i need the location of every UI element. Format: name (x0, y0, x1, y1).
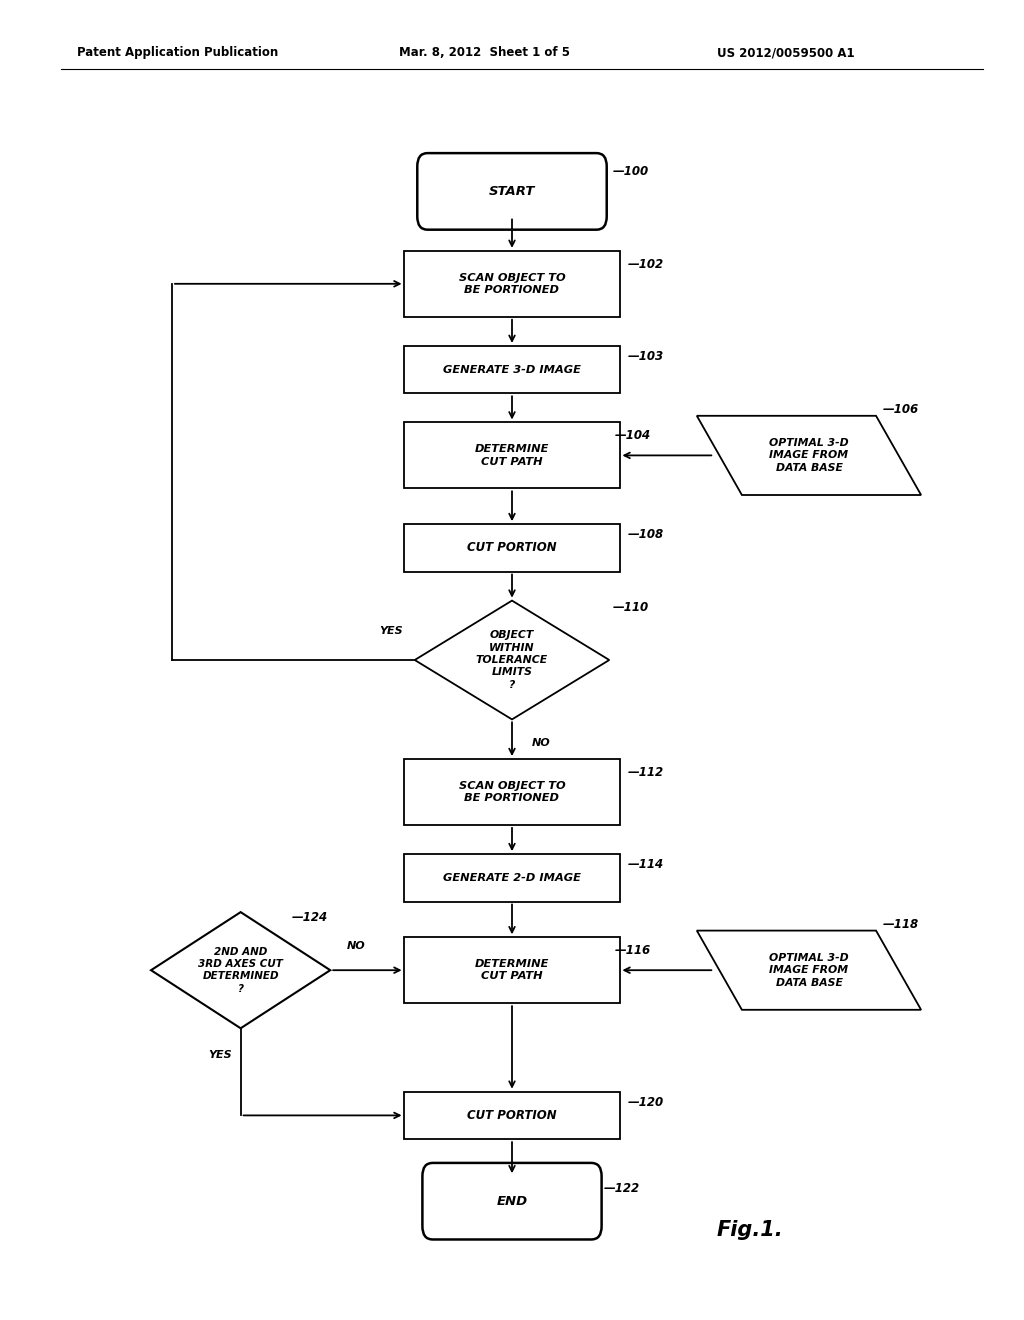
Text: —104: —104 (614, 429, 650, 442)
Text: START: START (488, 185, 536, 198)
Text: SCAN OBJECT TO
BE PORTIONED: SCAN OBJECT TO BE PORTIONED (459, 781, 565, 803)
Polygon shape (152, 912, 330, 1028)
FancyBboxPatch shape (404, 422, 620, 488)
Text: END: END (497, 1195, 527, 1208)
FancyBboxPatch shape (404, 937, 620, 1003)
FancyBboxPatch shape (418, 153, 606, 230)
Text: 2ND AND
3RD AXES CUT
DETERMINED
?: 2ND AND 3RD AXES CUT DETERMINED ? (199, 946, 283, 994)
Text: —118: —118 (883, 917, 919, 931)
FancyBboxPatch shape (422, 1163, 601, 1239)
Text: YES: YES (208, 1049, 232, 1060)
Text: —106: —106 (883, 403, 919, 416)
Text: —124: —124 (292, 911, 328, 924)
Text: YES: YES (379, 626, 402, 636)
Polygon shape (696, 931, 922, 1010)
Text: CUT PORTION: CUT PORTION (467, 1109, 557, 1122)
Text: DETERMINE
CUT PATH: DETERMINE CUT PATH (475, 445, 549, 466)
Text: —116: —116 (614, 944, 650, 957)
Text: GENERATE 3-D IMAGE: GENERATE 3-D IMAGE (443, 364, 581, 375)
Text: NO: NO (531, 738, 550, 748)
Text: Mar. 8, 2012  Sheet 1 of 5: Mar. 8, 2012 Sheet 1 of 5 (399, 46, 570, 59)
Text: CUT PORTION: CUT PORTION (467, 541, 557, 554)
Text: —110: —110 (612, 601, 648, 614)
Text: NO: NO (346, 941, 366, 952)
Text: DETERMINE
CUT PATH: DETERMINE CUT PATH (475, 960, 549, 981)
Text: OBJECT
WITHIN
TOLERANCE
LIMITS
?: OBJECT WITHIN TOLERANCE LIMITS ? (476, 630, 548, 690)
Text: —112: —112 (628, 766, 664, 779)
Text: —120: —120 (628, 1096, 664, 1109)
Text: —103: —103 (628, 350, 664, 363)
Text: GENERATE 2-D IMAGE: GENERATE 2-D IMAGE (443, 873, 581, 883)
Polygon shape (415, 601, 609, 719)
Text: —122: —122 (604, 1181, 640, 1195)
Text: OPTIMAL 3-D
IMAGE FROM
DATA BASE: OPTIMAL 3-D IMAGE FROM DATA BASE (769, 438, 849, 473)
FancyBboxPatch shape (404, 524, 620, 572)
Text: Fig.1.: Fig.1. (717, 1220, 783, 1241)
FancyBboxPatch shape (404, 346, 620, 393)
FancyBboxPatch shape (404, 1092, 620, 1139)
Polygon shape (696, 416, 922, 495)
Text: —108: —108 (628, 528, 664, 541)
Text: SCAN OBJECT TO
BE PORTIONED: SCAN OBJECT TO BE PORTIONED (459, 273, 565, 294)
Text: US 2012/0059500 A1: US 2012/0059500 A1 (717, 46, 854, 59)
Text: OPTIMAL 3-D
IMAGE FROM
DATA BASE: OPTIMAL 3-D IMAGE FROM DATA BASE (769, 953, 849, 987)
Text: —114: —114 (628, 858, 664, 871)
FancyBboxPatch shape (404, 854, 620, 902)
Text: —102: —102 (628, 257, 664, 271)
Text: Patent Application Publication: Patent Application Publication (77, 46, 279, 59)
FancyBboxPatch shape (404, 759, 620, 825)
FancyBboxPatch shape (404, 251, 620, 317)
Text: —100: —100 (612, 165, 648, 178)
